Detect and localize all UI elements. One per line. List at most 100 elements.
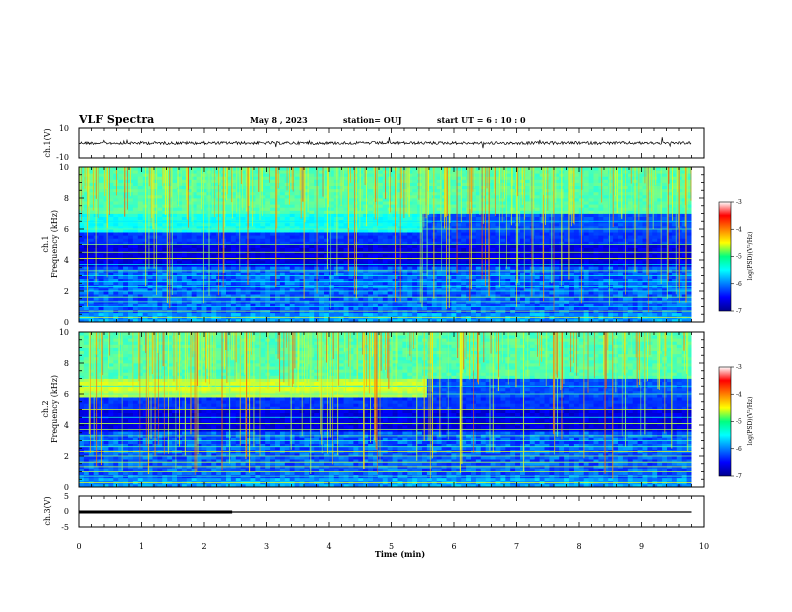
spectrogram-cell <box>157 176 163 180</box>
spectrogram-cell <box>368 272 374 276</box>
spectrogram-cell <box>260 260 266 264</box>
spectrogram-cell <box>510 318 516 322</box>
spectrogram-cell <box>113 207 119 211</box>
spectrogram-cell <box>211 291 217 295</box>
spectrogram-cell <box>431 194 438 199</box>
spectrogram-cell <box>363 275 369 279</box>
spectrogram-cell <box>441 275 447 279</box>
spectrogram-cell <box>98 173 104 177</box>
spectrogram-cell <box>289 194 295 199</box>
spectrogram-cell <box>211 235 217 239</box>
spectrogram-cell <box>304 294 310 298</box>
spectrogram-cell <box>520 207 526 211</box>
spectrogram-cell <box>319 179 325 183</box>
spectrogram-cell <box>544 291 550 295</box>
spectrogram-cell <box>466 225 472 230</box>
spectrogram-cell <box>333 235 340 239</box>
spectrogram-cell <box>279 232 286 236</box>
spectrogram-cell <box>108 281 114 286</box>
spectrogram-cell <box>235 244 242 248</box>
spectrogram-cell <box>417 176 423 180</box>
spectrogram-cell <box>539 253 545 258</box>
spectrogram-cell <box>113 294 119 298</box>
spectrogram-cell <box>407 188 413 193</box>
spectrogram-cell <box>466 210 472 214</box>
spectrogram-cell <box>377 260 384 264</box>
spectrogram-cell <box>79 238 85 242</box>
spectrogram-cell <box>83 291 90 295</box>
spectrogram-cell <box>157 198 163 202</box>
spectrogram-cell <box>539 244 545 248</box>
spectrogram-cell <box>196 238 202 242</box>
spectrogram-cell <box>211 176 217 180</box>
spectrogram-cell <box>299 297 305 301</box>
spectrogram-cell <box>471 303 477 307</box>
spectrogram-cell <box>544 213 550 217</box>
spectrogram-cell <box>358 241 364 245</box>
spectrogram-cell <box>422 238 428 242</box>
spectrogram-cell <box>387 278 393 283</box>
spectrogram-cell <box>309 213 315 217</box>
spectrogram-cell <box>294 201 300 205</box>
spectrogram-cell <box>500 272 506 276</box>
spectrogram-cell <box>343 297 349 301</box>
spectrogram-cell <box>377 198 384 202</box>
spectrogram-cell <box>475 241 482 245</box>
spectrogram-cell <box>98 278 104 283</box>
spectrogram-cell <box>363 204 369 208</box>
spectrogram-cell <box>147 173 153 177</box>
spectrogram-cell <box>471 281 477 286</box>
spectrogram-cell <box>441 253 447 258</box>
spectrogram-cell <box>520 294 526 298</box>
spectrogram-cell <box>333 191 340 196</box>
spectrogram-cell <box>431 312 438 317</box>
spectrogram-cell <box>333 303 340 307</box>
spectrogram-cell <box>275 201 281 205</box>
spectrogram-cell <box>500 238 506 242</box>
spectrogram-cell <box>319 207 325 211</box>
spectrogram-cell <box>480 241 487 245</box>
spectrogram-cell <box>181 272 188 276</box>
spectrogram-cell <box>495 210 501 214</box>
spectrogram-cell <box>333 185 340 190</box>
spectrogram-cell <box>177 287 183 292</box>
spectrogram-cell <box>554 253 560 258</box>
spectrogram-cell <box>529 287 536 292</box>
spectrogram-cell <box>289 272 295 276</box>
spectrogram-cell <box>343 291 349 295</box>
spectrogram-cell <box>255 287 261 292</box>
spectrogram-cell <box>490 291 496 295</box>
spectrogram-cell <box>137 173 144 177</box>
spectrogram-cell <box>294 182 300 186</box>
spectrogram-cell <box>186 272 193 276</box>
spectrogram-cell <box>382 253 389 258</box>
spectrogram-cell <box>480 244 487 248</box>
spectrogram-cell <box>549 303 555 307</box>
spectrogram-cell <box>128 225 134 230</box>
spectrogram-cell <box>132 275 139 279</box>
spectrogram-cell <box>157 213 163 217</box>
spectrogram-cell <box>500 235 506 239</box>
spectrogram-cell <box>466 281 472 286</box>
spectrogram-cell <box>529 176 536 180</box>
spectrogram-cell <box>524 253 531 258</box>
spectrogram-cell <box>181 185 188 190</box>
spectrogram-cell <box>431 318 438 322</box>
spectrogram-cell <box>490 198 496 202</box>
spectrogram-cell <box>157 247 163 252</box>
spectrogram-cell <box>191 176 197 180</box>
spectrogram-cell <box>260 232 266 236</box>
spectrogram-cell <box>294 303 300 307</box>
spectrogram-cell <box>529 291 536 295</box>
spectrogram-cell <box>387 260 393 264</box>
spectrogram-cell <box>319 210 325 214</box>
spectrogram-cell <box>196 287 202 292</box>
spectrogram-cell <box>500 291 506 295</box>
spectrogram-cell <box>98 185 104 190</box>
spectrogram-cell <box>436 179 442 183</box>
spectrogram-cell <box>123 167 129 171</box>
spectrogram-cell <box>216 225 222 230</box>
spectrogram-cell <box>343 179 349 183</box>
spectrogram-cell <box>88 210 95 214</box>
spectrogram-cell <box>191 173 197 177</box>
